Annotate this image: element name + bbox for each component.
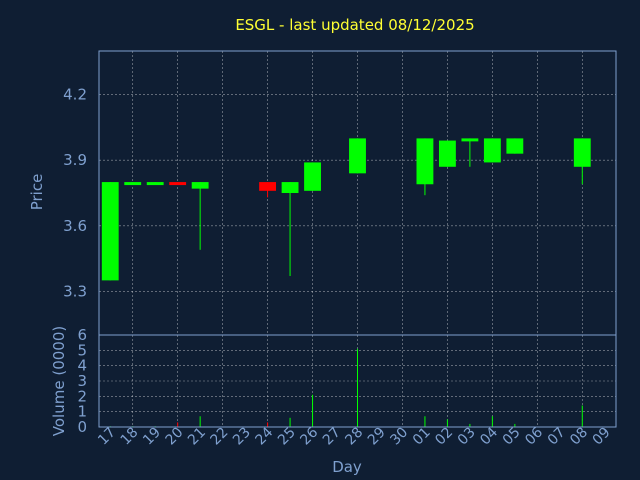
volume-tick-label: 3 [77,372,87,390]
candle-body [146,182,164,186]
candle-body [191,182,209,189]
candle-body [573,138,591,167]
candle-body [506,138,524,154]
x-tick-label: 23 [230,425,254,449]
volume-bar [491,416,493,427]
candle-body [101,182,119,281]
price-tick-label: 3.6 [63,217,87,235]
candle-body [281,182,299,193]
x-tick-label: 28 [342,425,366,449]
price-tick-label: 3.9 [63,151,87,169]
volume-bar [514,423,516,427]
x-tick-labels: 1718192021222324252627282930010203040506… [95,424,613,448]
x-tick-label: 19 [140,425,164,449]
volume-tick-label: 4 [77,357,87,375]
volume-bar [581,405,583,427]
volume-tick-label: 6 [77,326,87,344]
x-tick-label: 27 [320,425,344,449]
volume-bar [267,422,269,427]
volume-bar [424,416,426,427]
x-tick-label: 29 [365,425,389,449]
x-tick-label: 24 [252,424,276,448]
price-axis-label: Price [28,174,46,211]
x-tick-label: 17 [95,425,119,449]
volume-tick-label: 5 [77,341,87,359]
x-tick-label: 03 [455,425,479,449]
candle-body [304,162,321,191]
volume-bars [109,348,583,427]
x-tick-label: 26 [297,424,321,448]
x-tick-label: 20 [163,425,187,449]
volume-tick-label: 0 [77,418,87,436]
x-tick-label: 07 [545,425,569,449]
candles [101,138,591,281]
x-tick-label: 04 [477,424,501,448]
candle-body [259,182,277,191]
volume-bar [177,422,179,427]
x-tick-label: 09 [590,425,614,449]
x-tick-label: 22 [208,425,232,449]
candle-body [438,140,456,167]
volume-tick-label: 2 [77,387,87,405]
price-grid [99,51,616,335]
x-tick-label: 01 [410,425,434,449]
volume-panel-frame [98,334,617,428]
volume-bar [199,416,201,427]
x-tick-label: 30 [387,425,411,449]
x-tick-label: 02 [432,425,456,449]
candle-body [416,138,434,185]
candle-body [124,182,142,186]
x-tick-label: 06 [522,424,546,448]
volume-tick-label: 1 [77,403,87,421]
candle-body [349,138,366,174]
volume-bar [312,394,314,427]
candle-body [169,182,187,186]
x-tick-label: 21 [185,425,209,449]
x-tick-label: 25 [275,425,299,449]
volume-bar [446,419,448,427]
x-tick-label: 18 [118,425,142,449]
volume-bar [357,348,358,427]
candle-body [461,138,479,142]
x-axis-label: Day [332,458,362,476]
volume-axis-label: Volume (0000) [50,326,68,436]
candle-body [483,138,501,163]
x-tick-label: 05 [500,425,524,449]
price-tick-label: 3.3 [63,282,87,300]
volume-bar [289,417,291,427]
chart-title: ESGL - last updated 08/12/2025 [235,16,474,34]
x-tick-label: 08 [567,425,591,449]
price-tick-label: 4.2 [63,86,87,104]
volume-bar [469,423,471,427]
price-tick-labels: 3.3 3.6 3.9 4.2 [63,86,87,301]
